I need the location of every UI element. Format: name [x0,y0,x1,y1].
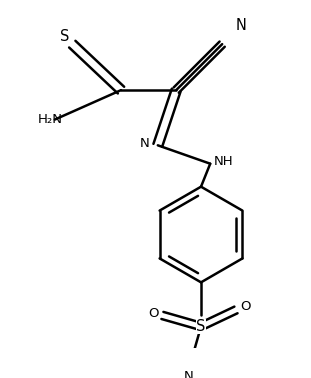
Text: S: S [196,319,206,334]
Text: NH: NH [213,155,233,168]
Text: N: N [183,370,193,378]
Text: N: N [140,137,150,150]
Text: O: O [148,307,158,320]
Text: H₂N: H₂N [38,113,63,126]
Text: N: N [235,18,246,33]
Text: O: O [240,300,250,313]
Text: S: S [60,29,70,44]
